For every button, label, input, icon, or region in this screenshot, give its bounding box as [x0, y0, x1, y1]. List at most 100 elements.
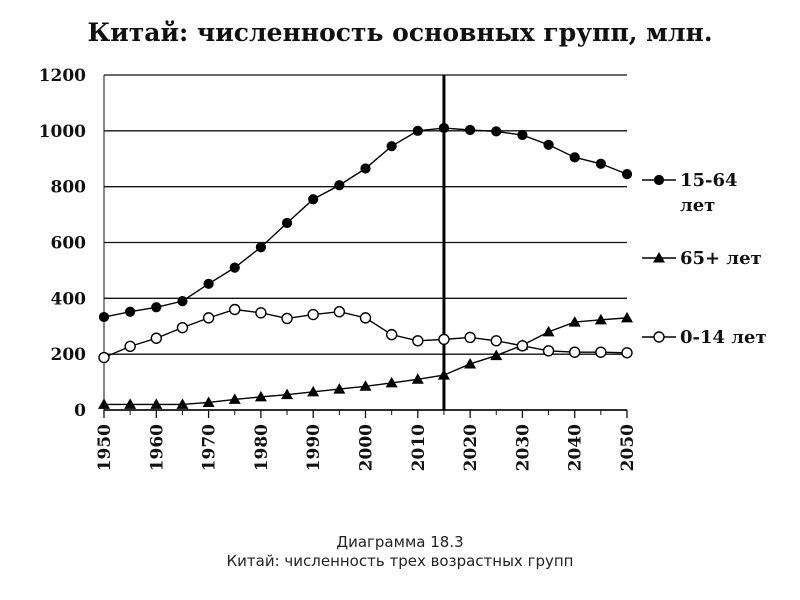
- chart-title: Китай: численность основных групп, млн.: [87, 18, 713, 47]
- data-point-1-1995: [333, 383, 346, 394]
- x-tick-label-2010: 2010: [409, 424, 429, 471]
- data-point-2-2005: [385, 328, 398, 341]
- y-tick-label-1000: 1000: [39, 122, 86, 142]
- data-point-1-1970: [202, 396, 215, 407]
- data-point-0-2040: [569, 152, 580, 163]
- data-point-2-2030: [516, 340, 529, 352]
- gridlines: [104, 74, 627, 355]
- data-point-2-1995: [333, 306, 346, 318]
- data-point-1-1975: [228, 393, 241, 404]
- legend-marker-0: [653, 174, 665, 186]
- x-tick-label-2050: 2050: [618, 424, 638, 471]
- data-point-0-2005: [386, 141, 397, 152]
- data-point-0-2010: [412, 125, 423, 136]
- x-tick-label-2040: 2040: [566, 424, 586, 471]
- data-point-0-1995: [334, 180, 345, 191]
- data-point-1-2045: [594, 313, 607, 325]
- data-point-0-2035: [543, 139, 554, 150]
- data-point-2-1975: [229, 303, 241, 316]
- data-point-1-1955: [124, 398, 137, 409]
- data-point-2-1950: [98, 351, 110, 364]
- data-point-2-2035: [542, 345, 555, 357]
- data-point-1-2015: [437, 369, 450, 380]
- data-point-1-2040: [568, 316, 581, 327]
- y-tick-label-0: 0: [74, 401, 86, 421]
- legend-label-0: 15-64 лет: [680, 170, 738, 216]
- data-point-1-1950: [98, 398, 110, 409]
- data-point-1-2025: [490, 349, 503, 361]
- series-line-0: [103, 127, 628, 318]
- data-point-2-2050: [621, 347, 633, 359]
- y-tick-label-400: 400: [51, 289, 87, 309]
- figure-caption-number: Диаграмма 18.3: [336, 533, 464, 551]
- x-tick-label-2030: 2030: [513, 424, 533, 471]
- data-point-0-1975: [229, 262, 240, 273]
- data-point-0-1955: [125, 306, 136, 317]
- data-point-1-2020: [464, 357, 477, 369]
- data-point-0-1990: [308, 194, 319, 205]
- data-point-0-1985: [281, 217, 293, 229]
- legend-marker-1: [653, 252, 665, 263]
- data-point-1-1990: [307, 385, 320, 397]
- legend: 15-64 лет 65+ лет 0-14 лет: [642, 170, 767, 348]
- data-point-2-1955: [124, 340, 136, 353]
- data-point-2-1980: [255, 307, 267, 319]
- data-point-2-2045: [595, 346, 607, 358]
- x-tick-labels: 1950 1960 1970 1980 1990 2000 2010 2020 2030 2040…: [95, 424, 638, 471]
- data-point-1-2005: [385, 376, 398, 388]
- y-tick-label-1200: 1200: [39, 66, 86, 86]
- x-tick-label-1970: 1970: [200, 424, 220, 471]
- data-point-0-2000: [360, 163, 371, 174]
- x-tick-label-2000: 2000: [357, 424, 377, 471]
- data-point-1-1965: [176, 398, 189, 409]
- data-point-1-1985: [281, 388, 294, 400]
- data-point-1-2050: [621, 311, 633, 323]
- y-tick-label-600: 600: [51, 234, 87, 254]
- data-point-2-1970: [202, 312, 215, 324]
- series-0: [98, 122, 633, 323]
- figure-caption-text: Китай: численность трех возрастных групп: [226, 552, 574, 570]
- data-point-1-2010: [411, 373, 424, 384]
- data-point-0-1970: [203, 278, 214, 289]
- data-point-2-2020: [464, 331, 476, 344]
- data-point-0-1960: [151, 302, 162, 313]
- y-tick-label-800: 800: [51, 178, 87, 198]
- y-tick-labels: 0 200 400 600 800 1000 1200: [39, 66, 86, 421]
- legend-label-1: 65+ лет: [680, 248, 762, 269]
- data-point-1-1960: [150, 398, 163, 409]
- data-point-0-2050: [621, 169, 633, 180]
- legend-entry-1: 65+ лет: [642, 248, 762, 269]
- data-series: [98, 122, 633, 409]
- series-2: [98, 303, 633, 364]
- legend-entry-2: 0-14 лет: [642, 327, 767, 348]
- data-point-2-2000: [359, 312, 372, 324]
- data-point-2-2025: [490, 335, 502, 347]
- y-tick-label-200: 200: [51, 345, 87, 365]
- data-point-2-2010: [412, 335, 424, 347]
- x-tick-label-1990: 1990: [304, 424, 324, 471]
- data-point-0-2020: [465, 124, 476, 136]
- data-point-0-1980: [255, 242, 266, 253]
- data-point-2-2015: [438, 333, 450, 346]
- data-point-2-2040: [569, 346, 581, 358]
- data-point-1-2000: [359, 380, 372, 391]
- data-point-0-1950: [98, 311, 110, 323]
- x-tick-label-1980: 1980: [252, 424, 272, 471]
- data-point-0-1965: [177, 296, 188, 307]
- axes: [103, 75, 628, 418]
- data-point-2-1990: [307, 308, 319, 321]
- data-point-0-2025: [491, 126, 502, 137]
- data-point-2-1985: [281, 312, 293, 325]
- data-point-2-1965: [176, 321, 189, 334]
- x-tick-label-1950: 1950: [95, 424, 115, 471]
- x-tick-label-2020: 2020: [461, 424, 481, 471]
- data-point-0-2015: [438, 122, 450, 134]
- legend-entry-0: 15-64 лет: [642, 170, 738, 216]
- data-point-1-1980: [254, 390, 267, 402]
- legend-marker-2: [653, 331, 665, 343]
- data-point-1-2035: [542, 325, 555, 337]
- data-point-2-1960: [150, 332, 163, 344]
- data-point-0-2045: [595, 158, 606, 169]
- data-point-0-2030: [517, 129, 528, 141]
